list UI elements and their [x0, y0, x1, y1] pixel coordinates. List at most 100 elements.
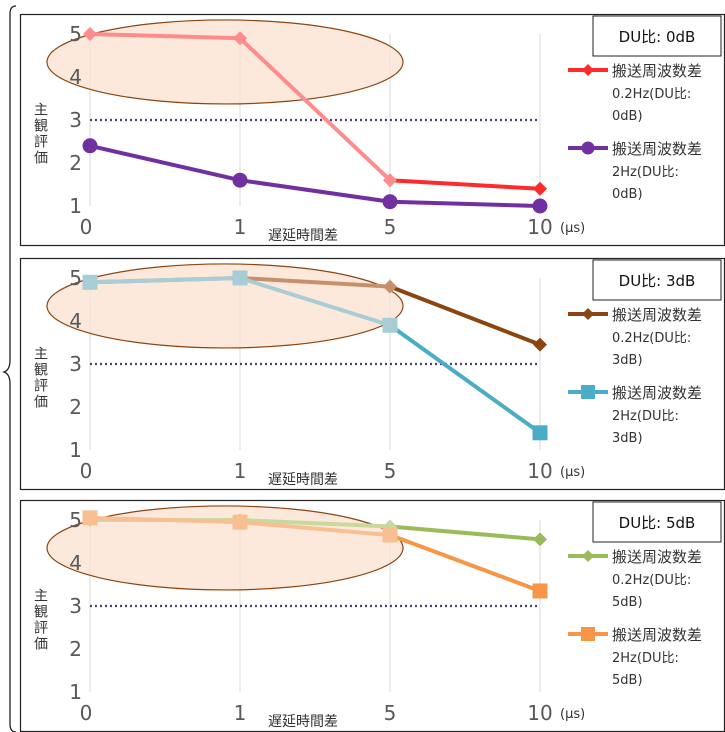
legend-swatch-marker [582, 308, 594, 320]
data-point-marker [233, 31, 247, 46]
x-tick-label: 5 [384, 215, 397, 239]
data-point-marker [533, 532, 547, 547]
legend-label: 2Hz(DU比: [612, 409, 679, 424]
chart-title: DU比: 3dB [619, 272, 696, 290]
x-tick-label: 0 [80, 459, 93, 483]
title-box [592, 501, 722, 543]
y-axis-title: 主観評価 [32, 588, 48, 652]
legend-label: 2Hz(DU比: [612, 165, 679, 180]
title-box [592, 259, 722, 301]
x-tick-label: 0 [80, 701, 93, 725]
x-tick-label: 5 [384, 701, 397, 725]
chart-panel-du-5db: 1 2 3 4 5 0 1 5 10 (μs) 遅延時間差 主観評価 搬送周波数差 0.2Hz(DU比: 5… [19, 499, 725, 732]
series-line-segment [88, 143, 242, 183]
y-tick-label: 2 [69, 395, 82, 419]
data-point-marker [232, 172, 248, 188]
y-axis-title: 主観評価 [32, 346, 48, 410]
x-axis-title: 遅延時間差 [268, 472, 338, 488]
series-line-segment [238, 518, 392, 529]
x-tick-label: 1 [234, 459, 247, 483]
y-tick-label: 4 [69, 309, 82, 333]
series-line-segment [388, 178, 542, 191]
highlight-ellipse [46, 19, 404, 105]
series-line-segment [238, 276, 392, 289]
legend-label: 0.2Hz(DU比: [612, 87, 691, 102]
x-tick-label: 10 [527, 459, 552, 483]
y-tick-label: 2 [69, 151, 82, 175]
data-point-marker [82, 274, 98, 290]
y-tick-label: 3 [69, 352, 82, 376]
x-tick-label: 5 [384, 459, 397, 483]
legend-label: 0dB) [612, 109, 643, 124]
x-tick-label: 1 [234, 215, 247, 239]
y-tick-label: 2 [69, 637, 82, 661]
legend-swatch-marker [581, 141, 595, 155]
data-point-marker [532, 198, 548, 214]
chart-panel-du-3db: 1 2 3 4 5 0 1 5 10 (μs) 遅延時間差 主観評価 搬送周波数差 0.2Hz(DU比: 3… [19, 257, 725, 491]
legend-label: 搬送周波数差 [612, 548, 702, 566]
series-line-segment [238, 276, 392, 328]
data-point-marker [382, 527, 398, 543]
legend-swatch-marker [581, 385, 595, 399]
data-point-marker [383, 173, 397, 188]
legend-label: 0.2Hz(DU比: [612, 331, 691, 346]
legend-label: 3dB) [612, 431, 643, 446]
legend-label: 搬送周波数差 [612, 626, 702, 644]
y-tick-label: 4 [69, 551, 82, 575]
legend-swatch-marker [582, 550, 594, 562]
y-tick-label: 3 [69, 108, 82, 132]
y-tick-label: 5 [69, 22, 82, 46]
series-line-segment [88, 32, 242, 41]
series-line-segment [88, 515, 242, 525]
data-point-marker [82, 138, 98, 154]
series-line-segment [388, 284, 542, 347]
y-tick-label: 5 [69, 508, 82, 532]
data-point-marker [232, 514, 248, 530]
x-tick-label: 10 [527, 701, 552, 725]
legend-swatch-marker [581, 627, 595, 641]
y-tick-label: 3 [69, 594, 82, 618]
x-tick-label: 10 [527, 215, 552, 239]
data-point-marker [533, 181, 547, 196]
data-point-marker [382, 317, 398, 333]
legend-label: 搬送周波数差 [612, 140, 702, 158]
legend-label: 搬送周波数差 [612, 384, 702, 402]
legend-label: 3dB) [612, 353, 643, 368]
data-point-marker [83, 27, 97, 41]
series-line-segment [388, 524, 542, 542]
series-line-segment [388, 533, 542, 593]
legend-label: 2Hz(DU比: [612, 651, 679, 666]
x-axis-title: 遅延時間差 [268, 714, 338, 730]
x-unit-label: (μs) [560, 221, 585, 236]
data-point-marker [533, 337, 547, 352]
series-line-segment [238, 178, 392, 204]
chart-panel-du-0db: 1 2 3 4 5 0 1 5 10 (μs) 遅延時間差 主観評価 搬送周波数差 0.2Hz(DU比: 0… [19, 13, 725, 247]
chart-title: DU比: 5dB [619, 514, 696, 532]
data-point-marker [82, 510, 98, 526]
y-tick-label: 1 [69, 194, 82, 218]
legend-swatch-marker [582, 64, 594, 76]
series-line-segment [238, 36, 392, 183]
data-point-marker [383, 279, 397, 294]
legend-label: 搬送周波数差 [612, 62, 702, 80]
y-tick-label: 1 [69, 680, 82, 704]
legend-label: 0dB) [612, 187, 643, 202]
chart-title: DU比: 0dB [619, 28, 696, 46]
data-point-marker [383, 519, 397, 534]
x-tick-label: 0 [80, 215, 93, 239]
left-bracket [1, 5, 17, 732]
x-unit-label: (μs) [560, 465, 585, 480]
y-axis-title: 主観評価 [32, 102, 48, 166]
legend-label: 5dB) [612, 673, 643, 688]
x-unit-label: (μs) [560, 707, 585, 722]
data-point-marker [382, 194, 398, 210]
legend-label: 5dB) [612, 595, 643, 610]
series-line-segment [88, 276, 242, 285]
series-line-segment [388, 199, 542, 208]
data-point-marker [532, 425, 548, 441]
data-point-marker [532, 583, 548, 599]
y-tick-label: 1 [69, 438, 82, 462]
